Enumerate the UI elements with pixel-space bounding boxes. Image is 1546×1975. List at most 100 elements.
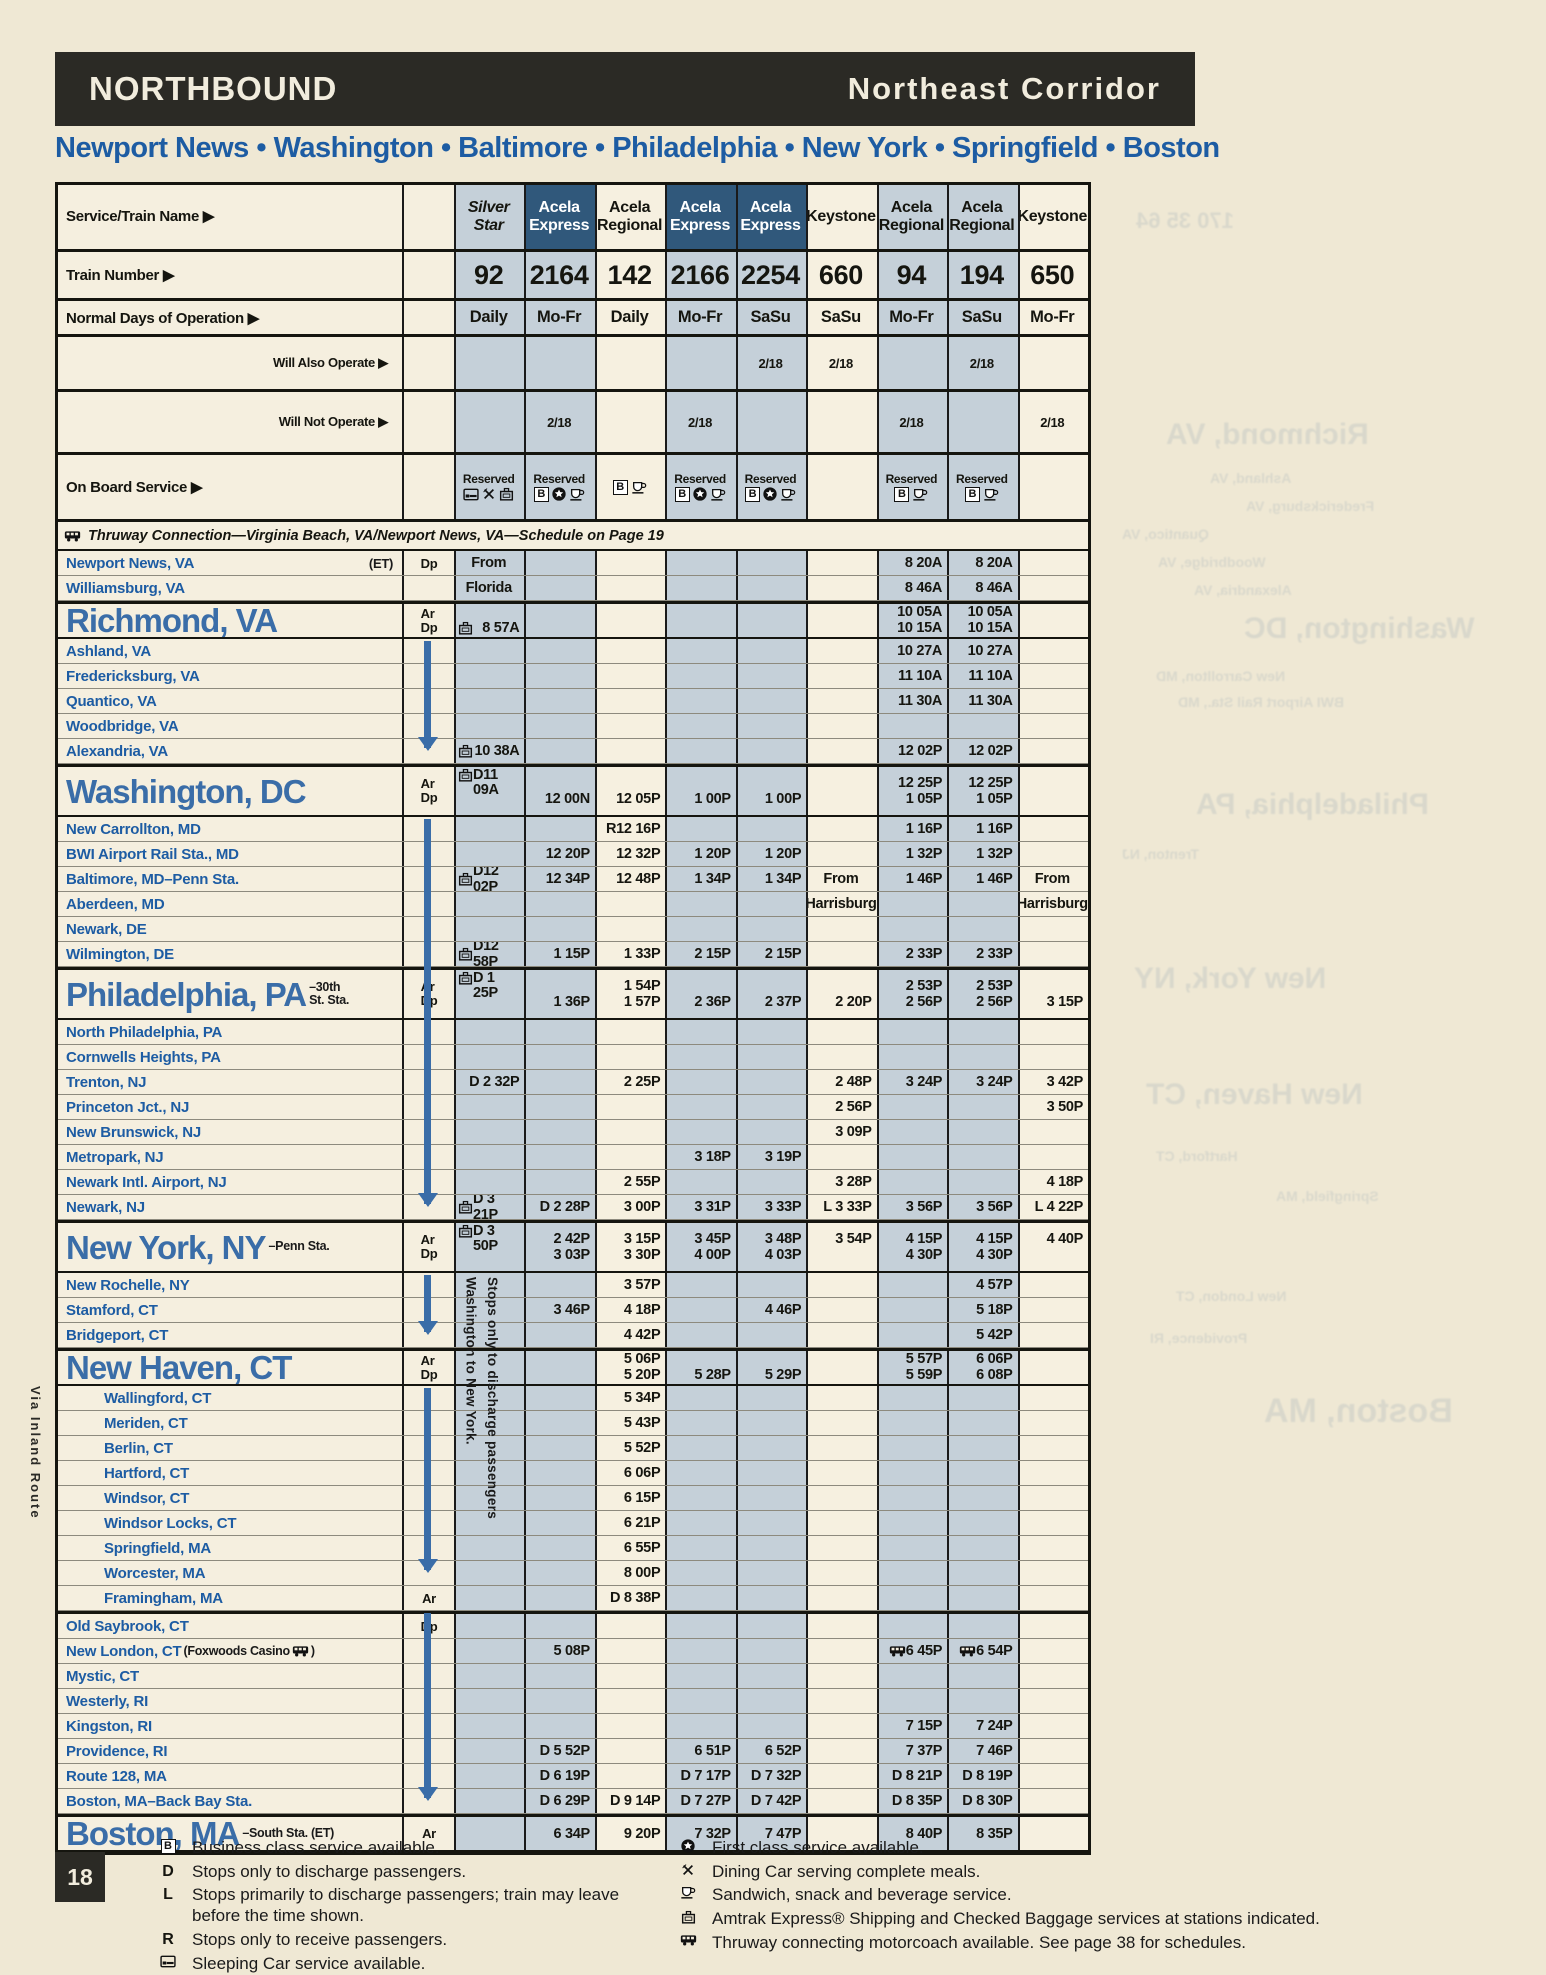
time-cell: 2 33P bbox=[947, 942, 1018, 966]
time-cell: 3 48P 4 03P bbox=[735, 1223, 807, 1271]
business-class-icon: B bbox=[894, 486, 910, 502]
time-cell bbox=[1017, 1614, 1088, 1638]
time-cell bbox=[1017, 1817, 1088, 1850]
time-cell bbox=[1017, 1045, 1088, 1069]
time-cell bbox=[454, 1436, 525, 1460]
ardp-gutter bbox=[402, 1120, 454, 1144]
via-inland-route-label: Via Inland Route bbox=[28, 1386, 43, 1520]
time-cell bbox=[594, 1639, 666, 1663]
ardp-gutter bbox=[402, 1486, 454, 1510]
time-cell: 2 15P bbox=[665, 942, 736, 966]
train-col-660 bbox=[806, 392, 877, 452]
time-cell: 2 53P 2 56P bbox=[947, 970, 1018, 1018]
station-name: Princeton Jct., NJ bbox=[66, 1098, 190, 1116]
time-cell bbox=[454, 1536, 525, 1560]
train-col-660: SaSu bbox=[806, 301, 877, 334]
business-class-icon: B bbox=[964, 486, 980, 502]
service-name: Acela Express bbox=[740, 198, 801, 234]
time-cell bbox=[806, 1351, 877, 1384]
time-cell: 1 16P bbox=[876, 817, 948, 841]
time-cell bbox=[806, 739, 877, 763]
time-cell bbox=[876, 1561, 948, 1585]
time-cell: 4 42P bbox=[594, 1323, 666, 1347]
ghost-text: Philadelphia, PA bbox=[1196, 788, 1429, 821]
time-cell bbox=[735, 1323, 807, 1347]
time-cell bbox=[1017, 1739, 1088, 1763]
time-cell bbox=[594, 639, 666, 663]
service-name: Keystone bbox=[1017, 207, 1088, 225]
time-cell bbox=[806, 1273, 877, 1297]
time-cell bbox=[806, 1045, 877, 1069]
station-name: Worcester, MA bbox=[104, 1564, 206, 1582]
train-col-142: 142 bbox=[594, 252, 666, 298]
legend-text: Business class service available. bbox=[192, 1838, 440, 1857]
time-cell bbox=[594, 689, 666, 713]
time-cell: 11 10A bbox=[876, 664, 948, 688]
ghost-text: Trenton, NJ bbox=[1122, 846, 1200, 862]
train-col-94: Reserved B bbox=[876, 455, 948, 519]
meta-label: Service/Train Name ▶ bbox=[66, 208, 215, 226]
station-name: Kingston, RI bbox=[66, 1717, 152, 1735]
station-name: Providence, RI bbox=[66, 1742, 168, 1760]
time-cell bbox=[665, 551, 736, 575]
time-cell bbox=[524, 1273, 595, 1297]
time-cell bbox=[876, 1170, 948, 1194]
time-cell bbox=[806, 1298, 877, 1322]
time-cell: 5 57P 5 59P bbox=[876, 1351, 948, 1384]
time-cell bbox=[806, 942, 877, 966]
time-cell bbox=[594, 1614, 666, 1638]
time-cell: 2 33P bbox=[876, 942, 948, 966]
ghost-text: New Carrollton, MD bbox=[1156, 668, 1286, 684]
time-cell bbox=[947, 1511, 1018, 1535]
time-cell bbox=[594, 1145, 666, 1169]
time-cell bbox=[524, 689, 595, 713]
ghost-text: BWI Airport Rail Sta., MD bbox=[1178, 694, 1344, 710]
time-cell: 3 31P bbox=[665, 1195, 736, 1219]
train-col-660: 660 bbox=[806, 252, 877, 298]
legend-symbol bbox=[670, 1862, 706, 1883]
service-name: Acela Express bbox=[529, 198, 590, 234]
time-cell bbox=[947, 892, 1018, 916]
train-col-92: 92 bbox=[454, 252, 525, 298]
time-cell: 1 20P bbox=[735, 842, 807, 866]
time-cell: 8 46A bbox=[876, 576, 948, 600]
legend-symbol bbox=[150, 1954, 186, 1975]
time-cell: D 9 14P bbox=[594, 1789, 666, 1813]
time-cell: 7 37P bbox=[876, 1739, 948, 1763]
time-cell: 6 51P bbox=[665, 1739, 736, 1763]
time-cell bbox=[1017, 1411, 1088, 1435]
route-arrow bbox=[417, 1275, 438, 1335]
time-cell: D 7 27P bbox=[665, 1789, 736, 1813]
time-cell bbox=[454, 1639, 525, 1663]
meta-label: Train Number ▶ bbox=[66, 267, 175, 284]
train-col-94: 2/18 bbox=[876, 392, 948, 452]
time-cell: D 2 32P bbox=[454, 1070, 525, 1094]
time-cell: D 8 21P bbox=[876, 1764, 948, 1788]
ghost-text: Springfield, MA bbox=[1276, 1188, 1379, 1204]
legend-text: Stops only to discharge passengers. bbox=[192, 1861, 467, 1881]
time-cell: 8 46A bbox=[947, 576, 1018, 600]
time-cell bbox=[524, 892, 595, 916]
ardp-gutter bbox=[402, 1714, 454, 1738]
time-cell bbox=[524, 1170, 595, 1194]
cup-icon bbox=[710, 488, 725, 501]
time-cell bbox=[735, 664, 807, 688]
time-cell bbox=[735, 917, 807, 941]
ghost-text: Alexandria, VA bbox=[1194, 582, 1292, 598]
train-col-2164: Acela Express bbox=[524, 185, 595, 249]
station-name: Bridgeport, CT bbox=[66, 1326, 169, 1344]
ardp-gutter bbox=[402, 714, 454, 738]
time-cell bbox=[524, 576, 595, 600]
time-cell: 5 29P bbox=[735, 1351, 807, 1384]
time-cell: 10 05A 10 15A bbox=[876, 604, 948, 637]
time-cell bbox=[665, 1664, 736, 1688]
ardp-gutter bbox=[402, 1095, 454, 1119]
time-cell bbox=[735, 689, 807, 713]
service-name: Acela Regional bbox=[949, 198, 1015, 234]
train-col-650 bbox=[1017, 337, 1088, 389]
time-cell: 3 24P bbox=[876, 1070, 948, 1094]
time-cell bbox=[524, 664, 595, 688]
time-cell: D 3 50P bbox=[454, 1223, 525, 1271]
time-cell bbox=[454, 1411, 525, 1435]
time-cell bbox=[524, 1536, 595, 1560]
